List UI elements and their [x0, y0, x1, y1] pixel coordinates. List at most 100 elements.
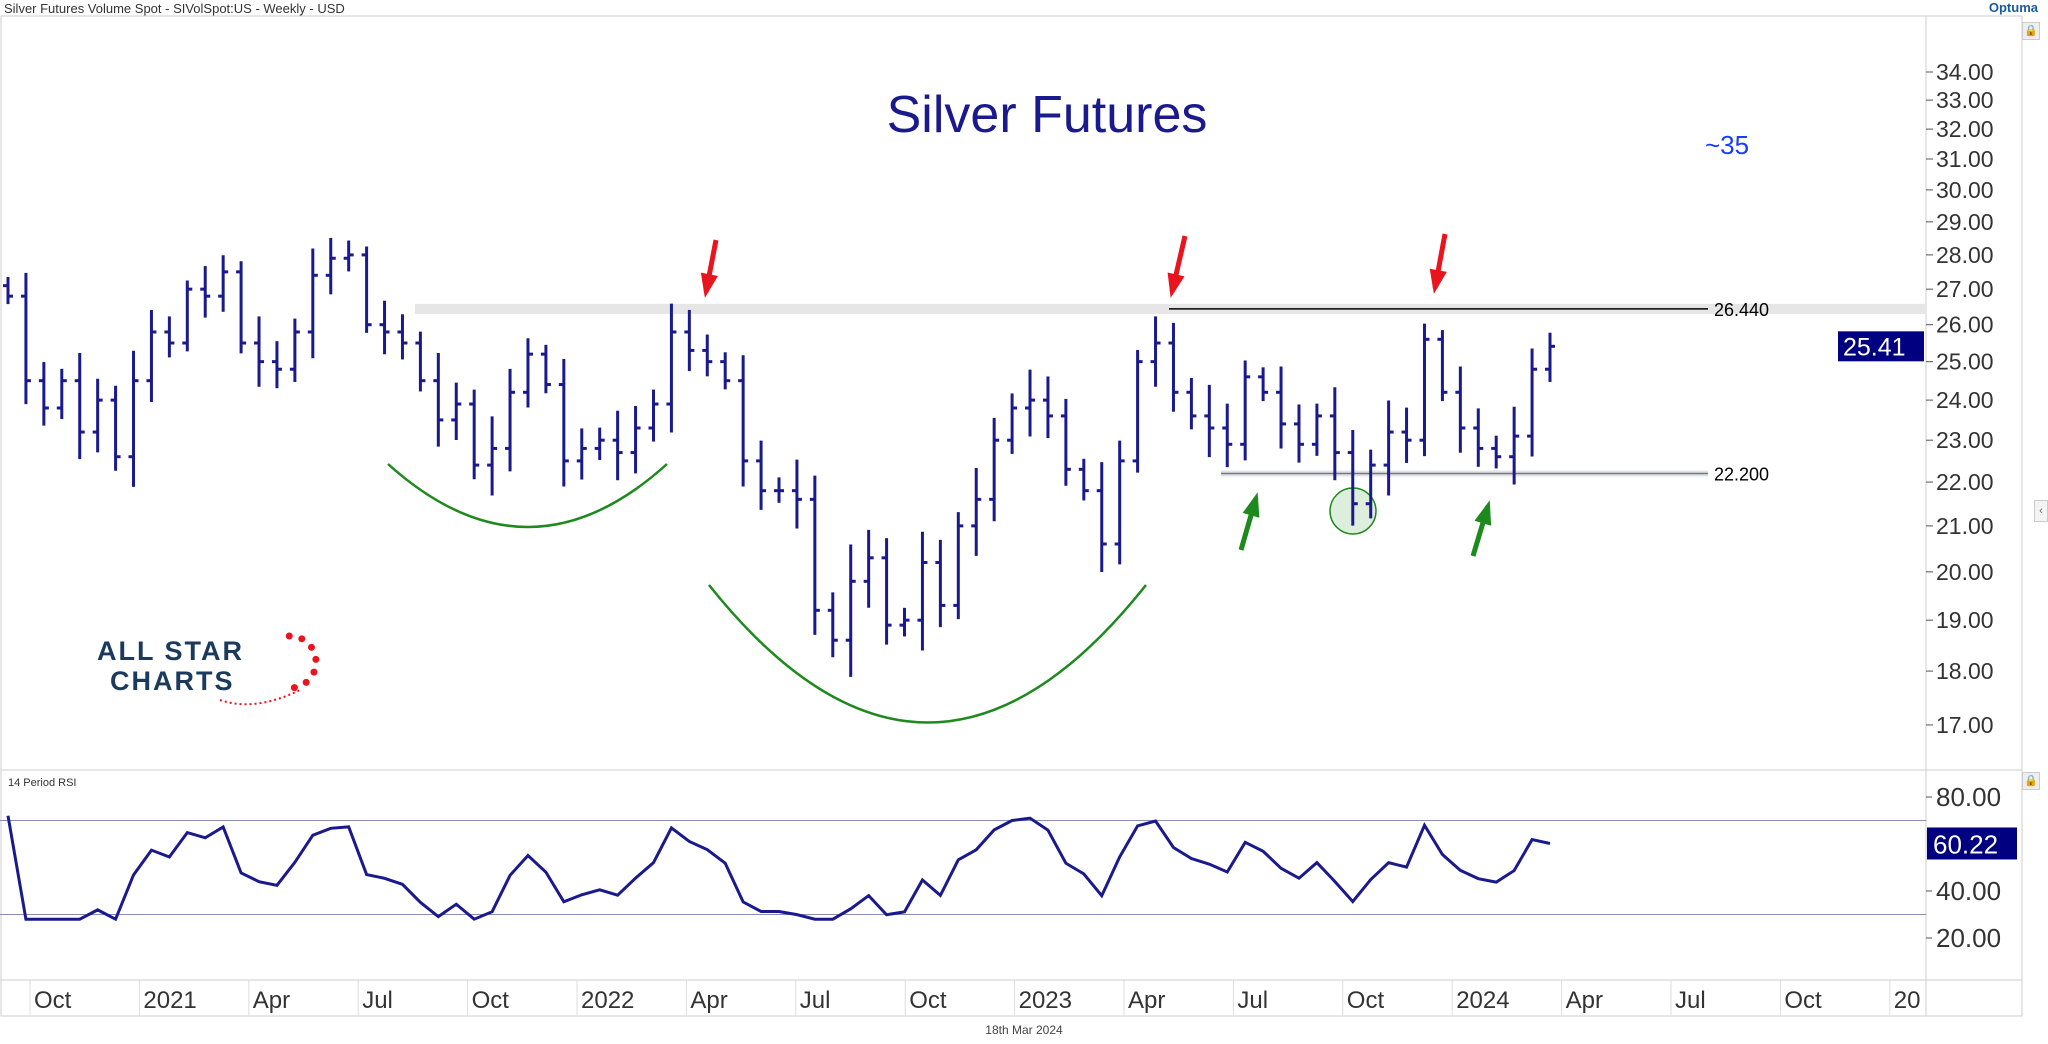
price-bar: [218, 255, 229, 312]
price-bar: [110, 385, 121, 471]
price-tick-label: 30.00: [1936, 177, 1994, 203]
price-bar: [1168, 322, 1179, 412]
red-arrow-icon: [1429, 268, 1447, 294]
x-tick-label: Oct: [472, 987, 510, 1014]
price-bar: [56, 368, 67, 420]
x-tick-label: Jul: [1237, 987, 1268, 1014]
price-bar: [863, 529, 874, 608]
price-bar: [1383, 400, 1394, 496]
price-bar: [1096, 462, 1107, 572]
price-tick-label: 17.00: [1936, 712, 1994, 738]
cup-arc-large: [708, 584, 1147, 724]
price-bar: [254, 316, 265, 387]
star-icon: [302, 678, 310, 686]
price-bar: [630, 406, 641, 474]
lock-icon[interactable]: 🔒: [2022, 22, 2040, 40]
price-bar: [379, 300, 390, 355]
price-bar: [666, 303, 677, 433]
price-bar: [415, 331, 426, 392]
price-bar: [522, 338, 533, 408]
rsi-label: 14 Period RSI: [8, 777, 76, 789]
price-bar: [720, 352, 731, 390]
x-tick-label: Oct: [1347, 987, 1385, 1014]
star-icon: [285, 632, 293, 640]
price-bar: [845, 544, 856, 677]
lock-icon[interactable]: 🔒: [2022, 772, 2040, 790]
price-tick-label: 18.00: [1936, 658, 1994, 684]
price-bar: [1078, 458, 1089, 501]
optuma-logo: Optuma: [1988, 0, 2038, 15]
price-bar: [1527, 348, 1538, 457]
price-bar: [128, 350, 139, 487]
star-icon: [310, 668, 318, 676]
price-bar: [289, 318, 300, 382]
price-bar: [576, 428, 587, 480]
price-bar: [774, 477, 784, 503]
price-bar: [1455, 366, 1466, 453]
logo-text: ALL STAR: [97, 636, 244, 666]
star-icon: [290, 684, 298, 692]
price-bar: [1545, 332, 1555, 382]
price-bar: [1419, 323, 1430, 457]
red-arrow-icon: [1167, 272, 1185, 298]
x-tick-label: Apr: [253, 987, 290, 1014]
price-bar: [558, 359, 569, 487]
price-bar: [1150, 316, 1161, 387]
x-tick-label: Jul: [800, 987, 831, 1014]
price-tick-label: 29.00: [1936, 209, 1994, 235]
star-icon: [312, 655, 320, 663]
price-tick-label: 20.00: [1936, 559, 1994, 585]
price-bar: [325, 237, 336, 295]
price-bar: [935, 539, 946, 628]
price-tick-label: 27.00: [1936, 276, 1994, 302]
price-tick-label: 25.00: [1936, 349, 1994, 375]
price-bar: [540, 344, 551, 394]
price-bar: [1473, 408, 1484, 467]
price-bar: [1060, 398, 1071, 486]
logo-text: CHARTS: [110, 666, 235, 696]
price-bar: [1042, 376, 1053, 439]
price-bar: [1276, 366, 1287, 449]
price-bar: [38, 362, 49, 426]
price-bar: [451, 382, 462, 440]
price-tick-label: 28.00: [1936, 242, 1994, 268]
collapse-panel-tab[interactable]: ‹: [2034, 500, 2048, 522]
price-bar: [612, 410, 623, 481]
x-tick-label: 2022: [581, 987, 634, 1014]
x-tick-label: Apr: [1128, 987, 1165, 1014]
rsi-tick-label: 80.00: [1936, 782, 2001, 812]
price-bar: [738, 355, 749, 487]
price-bar: [1437, 330, 1448, 402]
price-bar: [146, 309, 157, 403]
price-tick-label: 26.00: [1936, 312, 1994, 338]
price-bar: [1240, 360, 1251, 461]
price-bar: [827, 592, 838, 658]
price-bar: [1293, 404, 1304, 463]
price-bar: [809, 475, 820, 635]
last-price-value: 25.41: [1843, 333, 1906, 361]
rsi-line: [6, 815, 1551, 922]
x-tick-label: 2021: [143, 987, 196, 1014]
price-bar: [881, 538, 892, 645]
price-bar: [1347, 430, 1358, 526]
footer-date: 18th Mar 2024: [985, 1023, 1063, 1037]
price-bar: [1025, 369, 1036, 437]
price-bar: [1491, 435, 1502, 469]
price-tick-label: 32.00: [1936, 116, 1994, 142]
price-bar: [1204, 384, 1215, 458]
chart-frame: [0, 15, 2023, 1017]
target-label: ~35: [1705, 130, 1749, 160]
price-bar: [469, 389, 480, 480]
price-bar: [307, 248, 318, 359]
price-bar: [791, 459, 802, 529]
price-bar: [1186, 377, 1197, 430]
price-tick-label: 19.00: [1936, 607, 1994, 633]
cup-arc-small: [387, 463, 668, 529]
price-bar: [1114, 440, 1125, 565]
price-bar: [756, 440, 767, 510]
price-bar: [1007, 393, 1018, 454]
x-tick-label: Oct: [34, 987, 72, 1014]
price-bar: [3, 277, 13, 305]
chart-title: Silver Futures: [887, 86, 1208, 144]
